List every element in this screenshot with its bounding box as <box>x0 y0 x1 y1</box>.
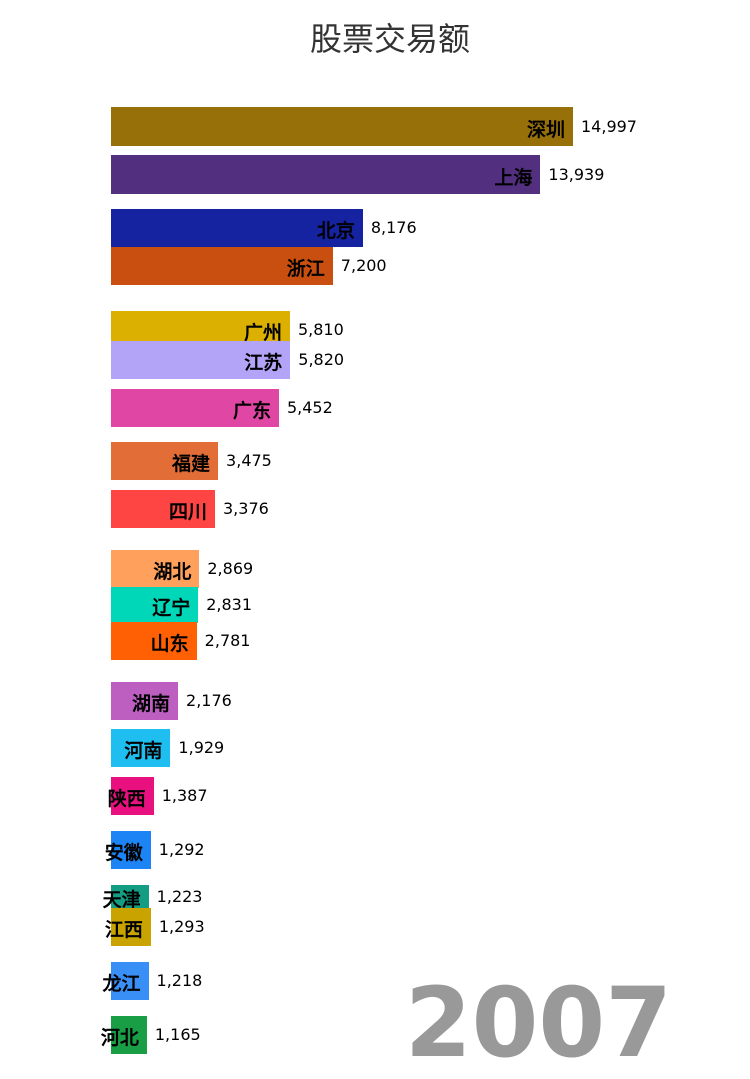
bar-辽宁 <box>111 587 199 623</box>
bar-河南 <box>111 729 171 767</box>
bar-山东 <box>111 622 197 660</box>
bar-label-陕西: 陕西 <box>107 788 146 810</box>
bar-label-河北: 河北 <box>100 1027 139 1049</box>
bar-label-广东: 广东 <box>232 400 271 422</box>
year-label: 2007 <box>404 967 672 1079</box>
bar-label-湖北: 湖北 <box>153 561 192 583</box>
bar-label-江苏: 江苏 <box>244 352 283 374</box>
bar-value-江苏: 5,820 <box>298 350 345 369</box>
bar-value-广州: 5,810 <box>297 320 344 339</box>
bar-value-浙江: 7,200 <box>340 256 387 275</box>
bar-label-深圳: 深圳 <box>526 118 565 141</box>
bar-value-上海: 13,939 <box>548 164 605 184</box>
bar-value-陕西: 1,387 <box>161 786 208 805</box>
bar-label-湖南: 湖南 <box>132 693 171 715</box>
bar-value-广东: 5,452 <box>286 398 333 417</box>
bar-北京 <box>111 209 363 247</box>
bar-label-广州: 广州 <box>243 322 282 344</box>
bar-label-河南: 河南 <box>124 740 163 762</box>
bar-天津 <box>111 885 149 909</box>
bar-label-上海: 上海 <box>494 166 533 189</box>
bar-湖南 <box>111 682 179 720</box>
bar-浙江 <box>111 247 333 285</box>
bar-湖北 <box>111 550 200 588</box>
bar-label-四川: 四川 <box>168 501 207 523</box>
bar-value-安徽: 1,292 <box>158 840 205 859</box>
bar-龙江 <box>111 962 149 1000</box>
bar-label-福建: 福建 <box>172 453 211 475</box>
bar-value-河北: 1,165 <box>154 1025 201 1044</box>
bar-label-辽宁: 辽宁 <box>152 597 191 619</box>
bar-value-湖北: 2,869 <box>207 559 254 578</box>
bar-福建 <box>111 442 219 480</box>
bar-label-浙江: 浙江 <box>286 258 325 280</box>
bar-value-山东: 2,781 <box>204 631 251 650</box>
bar-深圳 <box>111 107 573 146</box>
bar-value-辽宁: 2,831 <box>206 595 253 614</box>
bar-陕西 <box>111 777 154 815</box>
bar-广东 <box>111 389 279 427</box>
bar-label-天津: 天津 <box>102 889 141 911</box>
bar-value-深圳: 14,997 <box>581 116 637 136</box>
bar-value-天津: 1,223 <box>156 887 203 906</box>
bar-label-北京: 北京 <box>316 220 355 242</box>
bar-江西 <box>111 908 151 946</box>
bar-value-四川: 3,376 <box>223 499 269 518</box>
bar-value-湖南: 2,176 <box>186 691 232 710</box>
bar-江苏 <box>111 341 291 379</box>
bar-安徽 <box>111 831 151 869</box>
bar-value-河南: 1,929 <box>178 738 225 757</box>
bar-value-龙江: 1,218 <box>156 971 203 990</box>
bar-河北 <box>111 1016 147 1054</box>
bar-value-福建: 3,475 <box>226 451 272 470</box>
bar-label-江西: 江西 <box>104 919 143 941</box>
bar-value-北京: 8,176 <box>370 218 417 237</box>
bar-上海 <box>111 155 541 194</box>
bar-value-江西: 1,293 <box>158 917 205 936</box>
bar-label-安徽: 安徽 <box>104 842 143 864</box>
bar-四川 <box>111 490 215 528</box>
chart-title: 股票交易额 <box>309 20 470 58</box>
bar-label-龙江: 龙江 <box>102 973 141 995</box>
bar-label-山东: 山东 <box>150 633 189 655</box>
